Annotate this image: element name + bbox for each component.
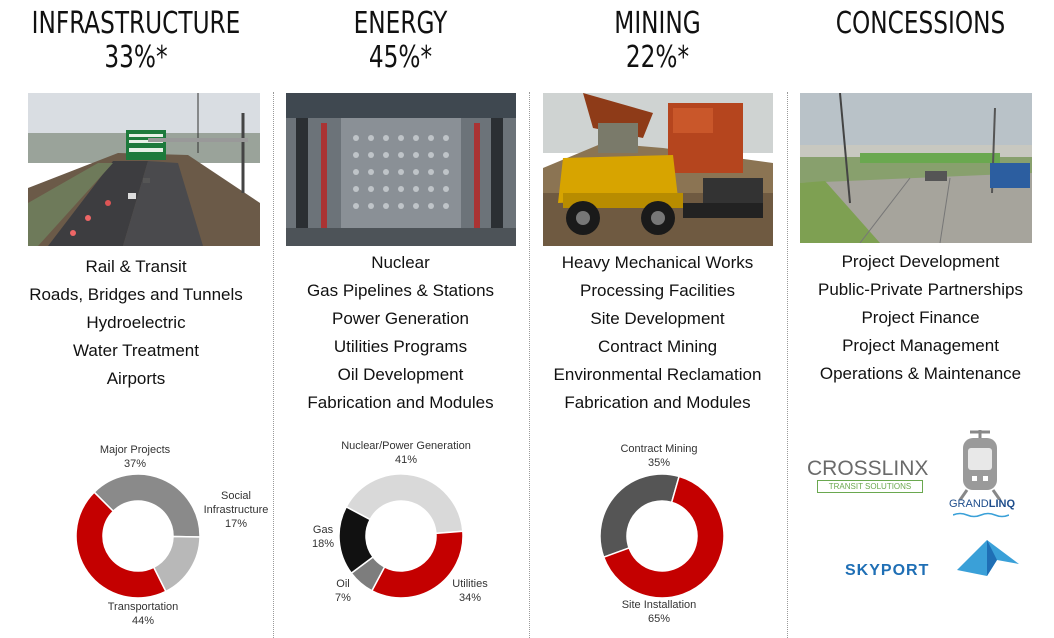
column-divider [529, 92, 530, 638]
energy-column: ENERGY 45%* Nuclear Gas Pipelines & Stat… [273, 0, 528, 638]
service-list: Rail & Transit Roads, Bridges and Tunnel… [0, 253, 272, 393]
list-item: Gas Pipelines & Stations [306, 281, 495, 300]
donut-slice-site-installation [602, 475, 725, 599]
wing-icon [957, 540, 1019, 576]
crosslinx-logo: CROSSLINX TRANSIT SOLUTIONS [807, 457, 929, 493]
chart-label-utilities: Utilities 34% [452, 578, 488, 604]
column-percent: 33%* [104, 40, 168, 75]
skyport-logo: SKYPORT [845, 540, 1025, 580]
list-item: Nuclear [371, 253, 430, 272]
donut-slice-contract-mining [599, 473, 681, 559]
chart-label-contract-mining: Contract Mining 35% [620, 443, 698, 469]
chart-label-oil: Oil 7% [335, 578, 351, 604]
list-item: Rail & Transit [85, 257, 187, 276]
list-item: Project Finance [861, 308, 980, 327]
chart-label-transportation: Transportation 44% [107, 601, 179, 627]
mining-truck-photo [543, 93, 773, 246]
mining-column: MINING 22%* Heavy Mechanical Works Proce… [529, 0, 786, 638]
chart-label-major-projects: Major Projects 37% [99, 444, 171, 470]
list-item: Fabrication and Modules [307, 393, 494, 412]
list-item: Oil Development [337, 365, 464, 384]
train-icon [958, 430, 1002, 501]
column-title: CONCESSIONS [835, 6, 1006, 41]
infrastructure-donut-chart [75, 473, 201, 599]
list-item: Public-Private Partnerships [817, 280, 1024, 299]
energy-facility-photo [286, 93, 516, 246]
column-title: INFRASTRUCTURE [31, 6, 241, 41]
service-list: Heavy Mechanical Works Processing Facili… [529, 249, 786, 417]
wave-icon [953, 512, 1009, 518]
donut-slice-transportation [75, 491, 167, 599]
donut-slice-nuclear-power-generation [345, 473, 464, 535]
list-item: Airports [106, 369, 166, 388]
list-item: Environmental Reclamation [553, 365, 762, 384]
list-item: Project Management [842, 336, 999, 355]
list-item: Hydroelectric [86, 313, 186, 332]
service-list: Project Development Public-Private Partn… [787, 248, 1054, 388]
list-item: Operations & Maintenance [819, 364, 1022, 383]
donut-slice-major-projects [93, 473, 201, 538]
column-divider [273, 92, 274, 638]
chart-label-site-installation: Site Installation 65% [621, 599, 697, 625]
chart-label-nuclear-power: Nuclear/Power Generation 41% [341, 440, 471, 466]
column-percent: 22%* [625, 40, 690, 75]
list-item: Fabrication and Modules [564, 393, 751, 412]
infrastructure-column: INFRASTRUCTURE 33%* Rail & Transit Roads… [0, 0, 272, 638]
list-item: Utilities Programs [333, 337, 468, 356]
service-list: Nuclear Gas Pipelines & Stations Power G… [273, 249, 528, 417]
list-item: Contract Mining [597, 337, 718, 356]
column-divider [787, 92, 788, 638]
list-item: Roads, Bridges and Tunnels [29, 285, 243, 304]
list-item: Processing Facilities [580, 281, 735, 300]
list-item: Heavy Mechanical Works [561, 253, 754, 272]
list-item: Power Generation [331, 309, 470, 328]
grandlinq-logo: GRANDLINQ [949, 428, 1015, 518]
donut-slice-gas [338, 505, 375, 575]
donut-slice-utilities [370, 530, 464, 599]
column-title: MINING [614, 6, 701, 41]
highway-photo [28, 93, 260, 246]
mining-donut-chart [599, 473, 725, 599]
energy-donut-chart [338, 473, 464, 599]
light-rail-photo [800, 93, 1032, 243]
list-item: Project Development [841, 252, 1000, 271]
chart-label-gas: Gas 18% [311, 524, 335, 550]
chart-label-social-infrastructure: Social Infrastructure 17% [203, 490, 269, 530]
list-item: Water Treatment [73, 341, 199, 360]
list-item: Site Development [590, 309, 725, 328]
column-percent: 45%* [368, 40, 433, 75]
concessions-column: CONCESSIONS Project Development Public-P… [787, 0, 1054, 638]
column-title: ENERGY [353, 6, 448, 41]
